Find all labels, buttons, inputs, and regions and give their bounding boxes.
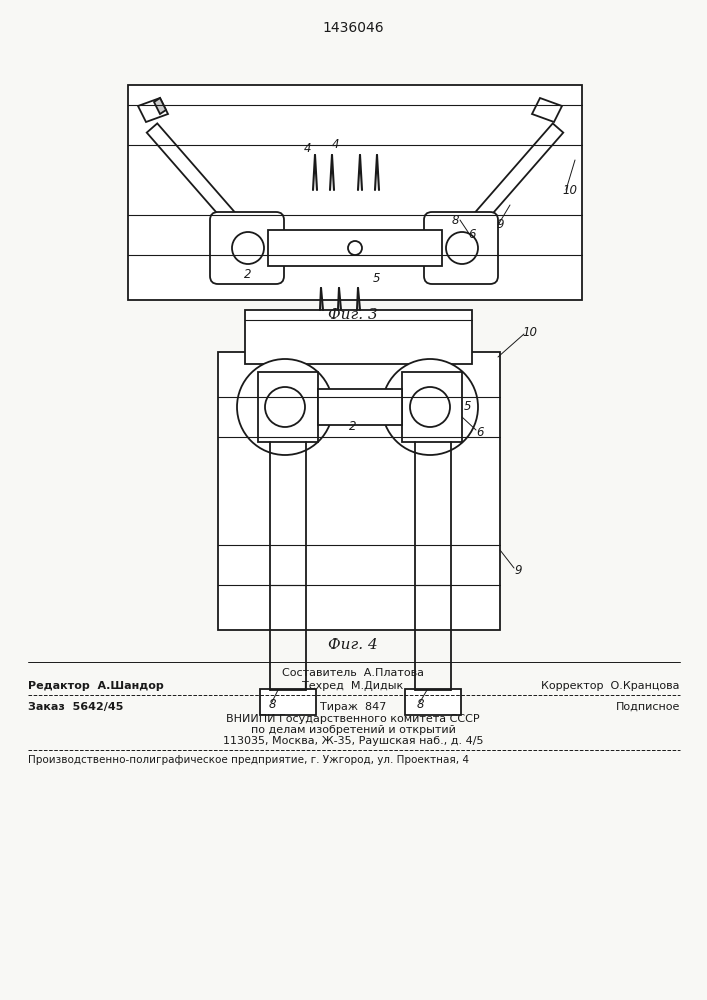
Text: по делам изобретений и открытий: по делам изобретений и открытий (250, 725, 455, 735)
Bar (218, 352, 500, 630)
Bar (405, 689, 461, 715)
Text: Фиг. 4: Фиг. 4 (328, 638, 378, 652)
Text: 4: 4 (332, 138, 340, 151)
Text: 113035, Москва, Ж-35, Раушская наб., д. 4/5: 113035, Москва, Ж-35, Раушская наб., д. … (223, 736, 484, 746)
Text: Редактор  А.Шандор: Редактор А.Шандор (28, 681, 164, 691)
Text: 6: 6 (468, 229, 476, 241)
FancyBboxPatch shape (210, 212, 284, 284)
Text: 9: 9 (496, 219, 504, 232)
Polygon shape (457, 123, 563, 243)
Text: Заказ  5642/45: Заказ 5642/45 (28, 702, 124, 712)
Text: 4: 4 (304, 141, 312, 154)
Text: Фиг. 3: Фиг. 3 (328, 308, 378, 322)
Text: Производственно-полиграфическое предприятие, г. Ужгород, ул. Проектная, 4: Производственно-полиграфическое предприя… (28, 755, 469, 765)
Circle shape (346, 400, 360, 414)
Text: 5: 5 (373, 271, 381, 284)
Circle shape (348, 241, 362, 255)
Text: 8: 8 (416, 698, 423, 712)
Circle shape (410, 387, 450, 427)
Bar (402, 372, 462, 442)
Text: Техред  М.Дидык: Техред М.Дидык (303, 681, 404, 691)
Bar (128, 85, 582, 300)
Circle shape (265, 387, 305, 427)
Polygon shape (532, 98, 562, 122)
Text: Составитель  А.Платова: Составитель А.Платова (282, 668, 424, 678)
Text: 2: 2 (244, 268, 252, 282)
Polygon shape (154, 98, 166, 114)
Text: 10: 10 (563, 184, 578, 196)
Text: 8: 8 (268, 698, 276, 712)
Text: 5: 5 (464, 400, 472, 414)
Text: 6: 6 (477, 426, 484, 438)
Circle shape (237, 359, 333, 455)
Bar (318, 389, 402, 425)
Text: 9: 9 (514, 564, 522, 576)
Circle shape (382, 359, 478, 455)
Bar (268, 230, 442, 266)
Text: Тираж  847: Тираж 847 (320, 702, 386, 712)
Text: 10: 10 (522, 326, 537, 338)
Text: Корректор  О.Кранцова: Корректор О.Кранцова (542, 681, 680, 691)
Circle shape (446, 232, 478, 264)
Text: 1436046: 1436046 (322, 21, 384, 35)
Bar (245, 310, 472, 364)
Text: 2: 2 (349, 420, 357, 434)
Text: ВНИИПИ Государственного комитета СССР: ВНИИПИ Государственного комитета СССР (226, 714, 480, 724)
Bar (260, 689, 316, 715)
Text: 8: 8 (451, 214, 459, 227)
Polygon shape (147, 123, 253, 243)
FancyBboxPatch shape (424, 212, 498, 284)
Polygon shape (138, 98, 168, 122)
Bar (258, 372, 318, 442)
Text: Подписное: Подписное (616, 702, 680, 712)
Circle shape (232, 232, 264, 264)
